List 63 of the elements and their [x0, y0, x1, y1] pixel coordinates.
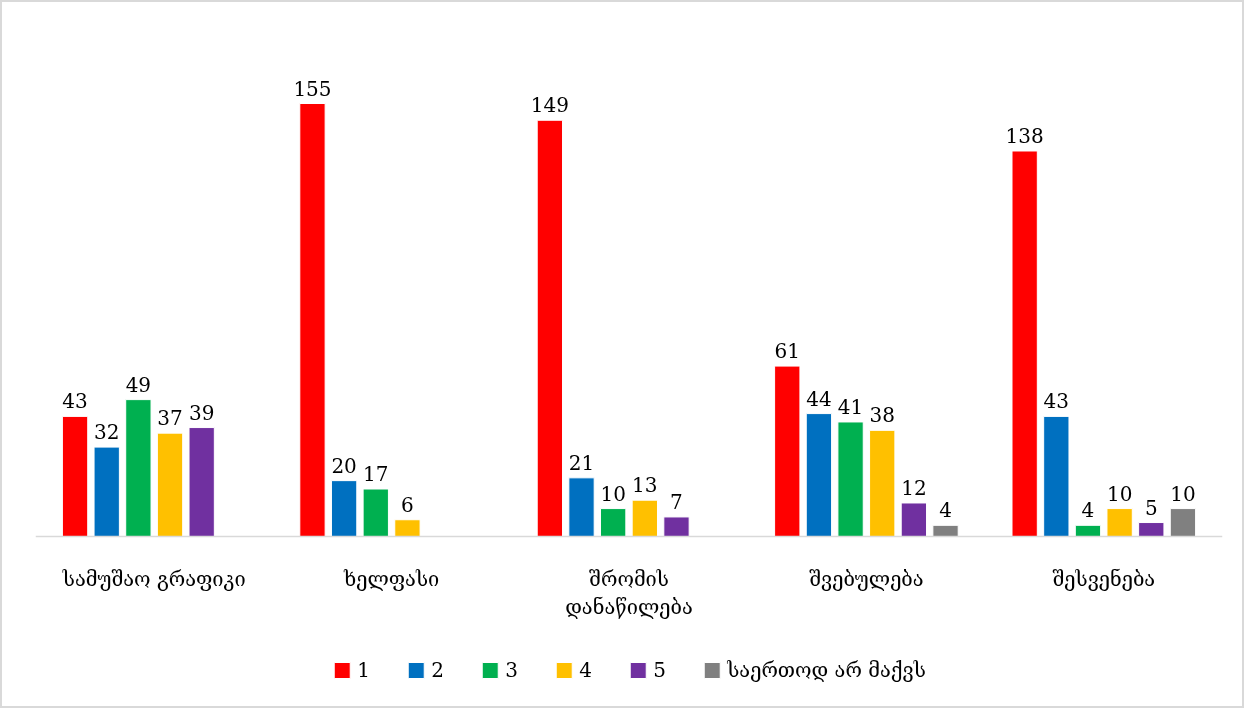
x-tick-label: ხელფასი [342, 566, 440, 591]
bar [1043, 415, 1070, 537]
legend-label: 5 [653, 658, 667, 682]
bar [663, 516, 690, 537]
x-tick-label: შვებულება [809, 566, 924, 591]
data-label: 32 [94, 420, 120, 445]
bar [869, 429, 896, 537]
data-label: 41 [837, 394, 864, 419]
data-label: 13 [632, 473, 658, 498]
data-label: 10 [1170, 481, 1196, 506]
legend-label: 4 [579, 658, 593, 682]
data-label: 37 [157, 406, 183, 431]
data-label: 38 [869, 403, 895, 428]
data-label: 149 [530, 93, 569, 118]
bar [362, 488, 389, 537]
x-tick-label: შრომის დანაწილება [565, 566, 693, 620]
bar [1169, 508, 1197, 537]
data-label: 6 [401, 492, 414, 517]
bar [837, 421, 864, 537]
bar [568, 477, 595, 537]
bar [299, 103, 326, 537]
bar [330, 480, 358, 537]
bar [1138, 522, 1165, 537]
bar [156, 432, 184, 537]
data-label: 5 [1144, 495, 1158, 520]
data-label: 4 [1081, 498, 1095, 523]
data-label: 12 [901, 475, 927, 500]
data-label: 21 [568, 450, 595, 475]
data-label: 10 [1106, 481, 1133, 506]
bar [536, 119, 564, 537]
data-label: 20 [331, 453, 357, 478]
bar [394, 519, 421, 537]
bar [900, 502, 928, 537]
bar [1074, 524, 1102, 537]
bar [188, 427, 215, 537]
legend-label: 1 [357, 658, 371, 682]
bar [774, 365, 801, 537]
bar [932, 524, 959, 537]
data-label: 39 [188, 400, 215, 425]
data-label: 61 [774, 339, 800, 364]
bar [1106, 508, 1133, 537]
bar [600, 508, 627, 537]
data-label: 155 [293, 76, 332, 101]
data-label: 10 [600, 481, 626, 506]
legend-label: საერთოდ არ მაქვს [727, 658, 926, 682]
data-label: 138 [1005, 123, 1044, 148]
data-label: 4 [939, 498, 952, 523]
data-label: 17 [363, 462, 389, 487]
bar [1011, 150, 1038, 537]
bar [61, 415, 89, 537]
legend-label: 3 [505, 658, 519, 682]
bar [93, 446, 120, 537]
x-tick-label: შესვენება [1052, 566, 1156, 591]
x-tick-label: სამუშაო გრაფიკი [61, 566, 246, 591]
data-label: 49 [125, 372, 152, 397]
bar [125, 399, 152, 537]
legend-label: 2 [431, 658, 445, 682]
data-label: 43 [62, 389, 88, 414]
bar [805, 413, 833, 537]
bar [631, 499, 658, 537]
data-label: 43 [1043, 389, 1070, 414]
data-label: 44 [806, 386, 832, 411]
data-label: 7 [670, 489, 683, 514]
